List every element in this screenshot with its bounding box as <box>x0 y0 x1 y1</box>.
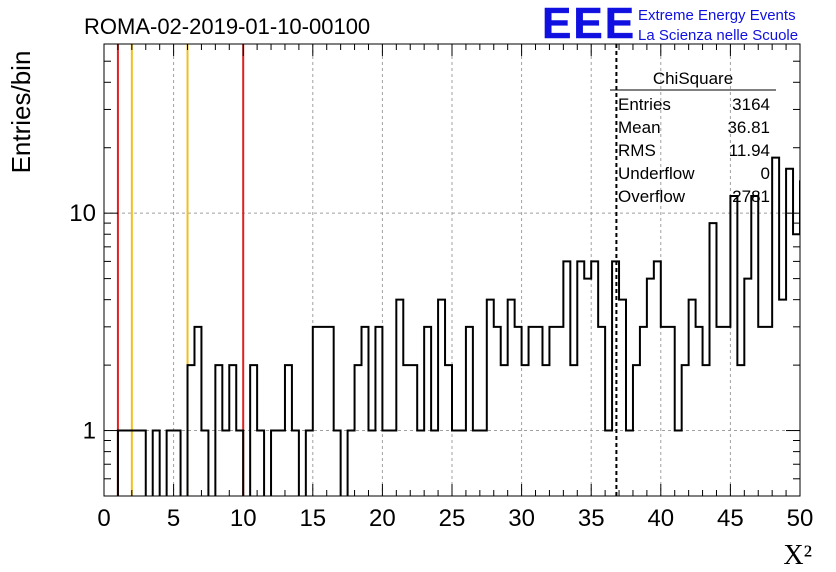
stats-row-value: 2781 <box>732 187 770 206</box>
eee-logo-line2: La Scienza nelle Scuole <box>638 27 798 44</box>
y-tick-label: 1 <box>83 418 96 445</box>
stats-row-label: Underflow <box>618 164 695 183</box>
stats-box: ChiSquare Entries 3164 Mean 36.81 RMS 11.94 Un… <box>610 69 776 206</box>
x-tick-labels: 0 5 10 15 20 25 30 35 40 45 50 <box>97 505 813 532</box>
stats-row-value: 36.81 <box>727 118 770 137</box>
eee-logo-line1: Extreme Energy Events <box>638 7 796 24</box>
x-tick-label: 50 <box>787 505 814 532</box>
stats-row-value: 11.94 <box>729 141 770 160</box>
x-tick-label: 30 <box>508 505 535 532</box>
stats-box-rows: Entries 3164 Mean 36.81 RMS 11.94 Underflow 0 Ov… <box>618 95 770 206</box>
x-tick-label: 5 <box>167 505 180 532</box>
y-tick-label: 10 <box>69 200 96 227</box>
x-tick-label: 25 <box>439 505 466 532</box>
reference-lines <box>116 44 618 496</box>
x-tick-label: 15 <box>299 505 326 532</box>
chart-title: ROMA-02-2019-01-10-00100 <box>84 14 370 39</box>
stats-row-label: Overflow <box>618 187 686 206</box>
stats-row-value: 0 <box>761 164 770 183</box>
stats-row-label: RMS <box>618 141 656 160</box>
histogram-outline <box>116 156 800 496</box>
y-axis-label: Entries/bin <box>6 51 36 174</box>
y-tick-labels: 1 10 <box>69 200 96 444</box>
stats-row-value: 3164 <box>732 95 770 114</box>
eee-logo: EEE Extreme Energy Events La Scienza nel… <box>542 0 798 48</box>
x-tick-label: 10 <box>230 505 257 532</box>
stats-box-title: ChiSquare <box>653 69 733 88</box>
axes <box>103 43 801 497</box>
eee-logo-mark: EEE <box>542 0 636 48</box>
histogram <box>116 156 800 496</box>
x-tick-label: 20 <box>369 505 396 532</box>
x-axis-label: X² <box>783 540 812 571</box>
x-tick-label: 0 <box>97 505 110 532</box>
stats-row-label: Entries <box>618 95 671 114</box>
stats-row-label: Mean <box>618 118 661 137</box>
x-tick-label: 40 <box>647 505 674 532</box>
x-tick-label: 35 <box>578 505 605 532</box>
x-tick-label: 45 <box>717 505 744 532</box>
